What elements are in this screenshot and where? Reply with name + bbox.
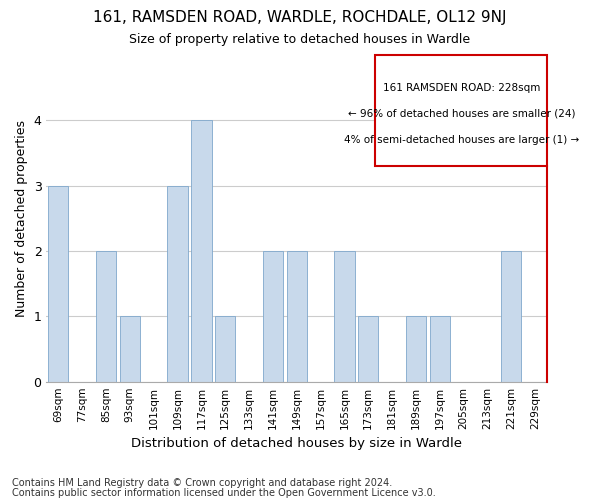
- Bar: [287, 251, 307, 382]
- Bar: [215, 316, 235, 382]
- Text: 4% of semi-detached houses are larger (1) →: 4% of semi-detached houses are larger (1…: [344, 135, 579, 145]
- Bar: [358, 316, 379, 382]
- Bar: [120, 316, 140, 382]
- Bar: [430, 316, 450, 382]
- Text: Contains HM Land Registry data © Crown copyright and database right 2024.: Contains HM Land Registry data © Crown c…: [12, 478, 392, 488]
- Bar: [96, 251, 116, 382]
- Text: 161, RAMSDEN ROAD, WARDLE, ROCHDALE, OL12 9NJ: 161, RAMSDEN ROAD, WARDLE, ROCHDALE, OL1…: [93, 10, 507, 25]
- Bar: [48, 186, 68, 382]
- Bar: [406, 316, 426, 382]
- Text: ← 96% of detached houses are smaller (24): ← 96% of detached houses are smaller (24…: [347, 109, 575, 119]
- Bar: [501, 251, 521, 382]
- Bar: [263, 251, 283, 382]
- Text: Contains public sector information licensed under the Open Government Licence v3: Contains public sector information licen…: [12, 488, 436, 498]
- Bar: [191, 120, 212, 382]
- Bar: [376, 55, 547, 166]
- Y-axis label: Number of detached properties: Number of detached properties: [15, 120, 28, 317]
- Bar: [334, 251, 355, 382]
- Text: 161 RAMSDEN ROAD: 228sqm: 161 RAMSDEN ROAD: 228sqm: [383, 82, 540, 92]
- Text: Size of property relative to detached houses in Wardle: Size of property relative to detached ho…: [130, 32, 470, 46]
- X-axis label: Distribution of detached houses by size in Wardle: Distribution of detached houses by size …: [131, 437, 462, 450]
- Bar: [167, 186, 188, 382]
